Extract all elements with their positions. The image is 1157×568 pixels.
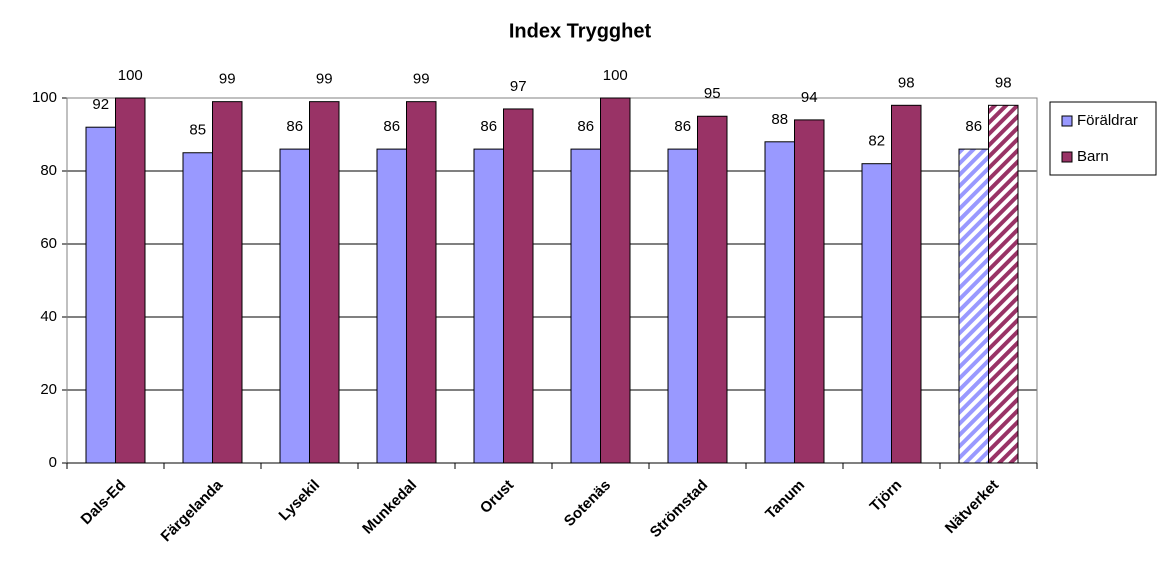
bar (600, 97, 631, 464)
bar (988, 104, 1019, 464)
legend-swatch (1061, 115, 1073, 127)
x-tick-label: Dals-Ed (78, 477, 130, 529)
x-tick-label: Färgelanda (158, 476, 227, 545)
data-label: 86 (674, 118, 691, 135)
bar (861, 163, 892, 464)
data-label: 86 (577, 118, 594, 135)
data-label: 99 (316, 71, 333, 88)
data-label: 86 (965, 118, 982, 135)
data-label: 86 (383, 118, 400, 135)
x-tick-label: Munkedal (359, 477, 420, 538)
data-label: 98 (898, 74, 915, 91)
y-tick-label: 20 (40, 381, 57, 398)
y-tick-label: 100 (32, 89, 57, 106)
data-label: 85 (189, 122, 206, 139)
bar (279, 148, 310, 464)
data-label: 88 (771, 111, 788, 128)
data-label: 86 (480, 118, 497, 135)
y-tick-label: 40 (40, 308, 57, 325)
y-tick-label: 0 (49, 454, 57, 471)
data-label: 94 (801, 89, 818, 106)
legend-swatch (1061, 151, 1073, 163)
x-tick-label: Orust (477, 477, 517, 517)
data-label: 99 (413, 71, 430, 88)
bar (764, 141, 795, 464)
bar (406, 101, 437, 464)
bar (212, 101, 243, 464)
bar (115, 97, 146, 464)
x-tick-label: Sotenäs (561, 477, 614, 530)
bar (891, 104, 922, 464)
x-tick-label: Tanum (762, 477, 808, 523)
bar (503, 108, 534, 464)
x-tick-label: Tjörn (867, 477, 906, 516)
data-label: 92 (92, 96, 109, 113)
chart-title: Index Trygghet (509, 20, 652, 42)
legend-box (1049, 101, 1157, 176)
legend-label: Föräldrar (1077, 112, 1138, 129)
bar (376, 148, 407, 464)
bar (667, 148, 698, 464)
data-label: 99 (219, 71, 236, 88)
data-label: 82 (868, 133, 885, 150)
y-tick-label: 80 (40, 162, 57, 179)
bar (958, 148, 989, 464)
x-tick-label: Nätverket (942, 477, 1002, 537)
data-label: 100 (603, 67, 628, 84)
legend-label: Barn (1077, 148, 1109, 165)
bar (309, 101, 340, 464)
data-label: 100 (118, 67, 143, 84)
bar (570, 148, 601, 464)
bar (697, 115, 728, 464)
x-tick-label: Strömstad (647, 477, 711, 541)
bar (182, 152, 213, 464)
data-label: 95 (704, 85, 721, 102)
data-label: 97 (510, 78, 527, 95)
bar (794, 119, 825, 464)
data-label: 86 (286, 118, 303, 135)
bar (85, 126, 116, 464)
data-label: 98 (995, 74, 1012, 91)
x-tick-label: Lysekil (276, 477, 324, 525)
y-tick-label: 60 (40, 235, 57, 252)
bar (473, 148, 504, 464)
